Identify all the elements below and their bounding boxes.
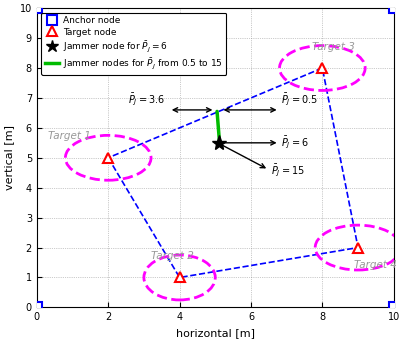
Y-axis label: vertical [m]: vertical [m] <box>4 125 14 190</box>
Text: $\bar{P}_J = 15$: $\bar{P}_J = 15$ <box>271 163 305 180</box>
Text: Target 2: Target 2 <box>151 251 194 261</box>
Text: Target 4: Target 4 <box>354 260 397 270</box>
X-axis label: horizontal [m]: horizontal [m] <box>176 328 255 338</box>
Text: Target 3: Target 3 <box>311 42 354 52</box>
Text: $\bar{P}_J = 3.6$: $\bar{P}_J = 3.6$ <box>128 92 165 108</box>
Text: $\bar{P}_J = 6$: $\bar{P}_J = 6$ <box>281 135 309 151</box>
Legend: Anchor node, Target node, Jammer node for $\bar{P}_J = 6$, Jammer nodes for $\ba: Anchor node, Target node, Jammer node fo… <box>41 13 226 75</box>
Text: Target 1: Target 1 <box>48 131 90 141</box>
Text: $\bar{P}_J = 0.5$: $\bar{P}_J = 0.5$ <box>281 92 318 108</box>
